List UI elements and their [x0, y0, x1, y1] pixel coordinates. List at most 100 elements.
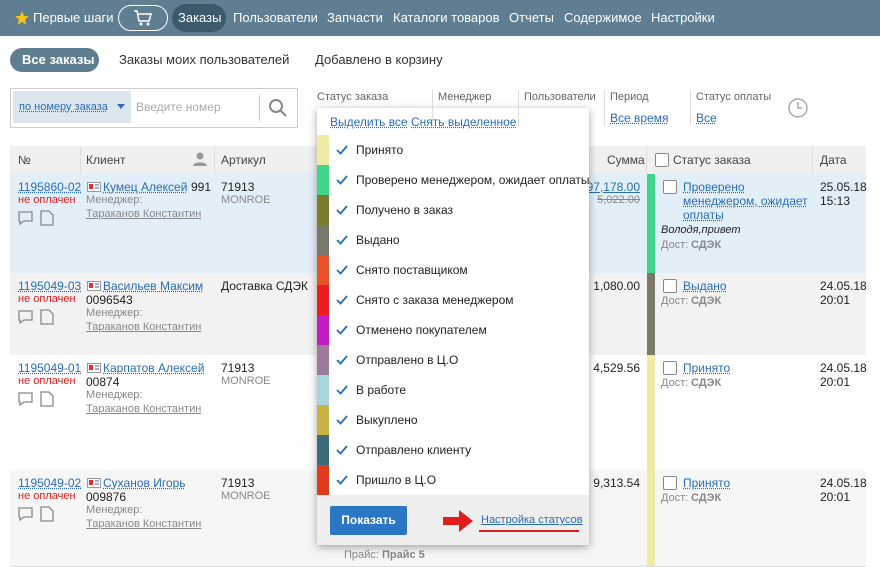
document-icon [40, 210, 54, 226]
nav-item[interactable]: Содержимое [564, 10, 642, 25]
status-option[interactable]: Отправлено клиенту [317, 435, 589, 465]
filter-value[interactable]: Все [696, 111, 717, 125]
search-input[interactable]: Введите номер [136, 100, 221, 114]
search-mode[interactable]: по номеру заказа [13, 91, 131, 123]
order-number[interactable]: 1195049-03 [18, 279, 82, 293]
status-name: Проверено менеджером, ожидает оплаты [356, 173, 590, 187]
column-header: Статус заказа [673, 153, 751, 167]
client-name[interactable]: Кумец Алексей [103, 180, 188, 194]
nav-item[interactable]: Первые шаги [33, 10, 114, 25]
manager-name[interactable]: Тараканов Константин [86, 321, 202, 333]
filter-value[interactable]: Все время [610, 111, 669, 125]
status-option[interactable]: Отменено покупателем [317, 315, 589, 345]
client-id: 991 [191, 180, 212, 194]
row-checkbox[interactable] [663, 279, 677, 293]
order-date: 24.05.18 [820, 279, 867, 293]
comment-icon [18, 210, 34, 226]
order-time: 20:01 [820, 490, 851, 504]
column-header: Артикул [221, 153, 266, 167]
check-icon [336, 354, 348, 366]
order-date: 24.05.18 [820, 361, 867, 375]
client-id: 009876 [86, 490, 127, 504]
sum: 497,178.00 [579, 180, 640, 194]
delivery-label: Дост: [661, 492, 689, 504]
select-all[interactable]: Выделить все [330, 115, 408, 129]
brand: MONROE [221, 490, 271, 502]
order-status[interactable]: Выдано [683, 279, 727, 293]
manager-name[interactable]: Тараканов Константин [86, 403, 202, 415]
search-box: по номеру заказа Введите номер [10, 88, 298, 128]
client-card-icon [87, 280, 101, 291]
active-tab-bg [10, 48, 99, 72]
delivery-label: Дост: [661, 377, 689, 389]
sum: 4,529.56 [593, 361, 640, 375]
status-option[interactable]: Выкуплено [317, 405, 589, 435]
status-settings-link[interactable]: Настройка статусов [481, 514, 583, 526]
nav-item[interactable]: Каталоги товаров [393, 10, 500, 25]
sum: 1,080.00 [593, 279, 640, 293]
status-bar [647, 470, 655, 566]
filter-label: Менеджер [438, 91, 492, 103]
order-status[interactable]: Принято [683, 476, 731, 490]
row-checkbox[interactable] [663, 476, 677, 490]
arrow-icon [443, 509, 475, 533]
order-status[interactable]: Проверено менеджером, ожидает оплаты [683, 180, 808, 222]
manager-label: Менеджер: [86, 307, 143, 319]
order-number[interactable]: 1195860-02 [18, 180, 82, 194]
status-swatch [317, 435, 329, 465]
status-swatch [317, 405, 329, 435]
nav-item[interactable]: Пользователи [233, 10, 318, 25]
manager-name[interactable]: Тараканов Константин [86, 518, 202, 530]
manager-name[interactable]: Тараканов Константин [86, 208, 202, 220]
nav-item[interactable]: Заказы [178, 10, 222, 25]
order-status[interactable]: Принято [683, 361, 731, 375]
document-icon [40, 506, 54, 522]
status-option[interactable]: Принято [317, 135, 589, 165]
tab[interactable]: Заказы моих пользователей [119, 52, 290, 67]
status-option[interactable]: Снято поставщиком [317, 255, 589, 285]
client-name[interactable]: Карпатов Алексей [103, 361, 205, 375]
row-checkbox[interactable] [663, 361, 677, 375]
search-icon[interactable] [268, 98, 288, 118]
tab[interactable]: Добавлено в корзину [315, 52, 443, 67]
status-swatch [317, 135, 329, 165]
cart-button[interactable] [118, 5, 168, 31]
order-number[interactable]: 1195049-02 [18, 476, 82, 490]
order-time: 20:01 [820, 293, 851, 307]
filter-label: Пользователи [524, 91, 596, 103]
clock-icon[interactable] [787, 97, 809, 119]
client-name[interactable]: Суханов Игорь [103, 476, 186, 490]
document-icon [40, 391, 54, 407]
nav-item[interactable]: Отчеты [509, 10, 554, 25]
check-icon [336, 384, 348, 396]
status-option[interactable]: Проверено менеджером, ожидает оплаты [317, 165, 590, 195]
client-name[interactable]: Васильев Максим [103, 279, 204, 293]
status-option[interactable]: Отправлено в Ц.О [317, 345, 589, 375]
header-checkbox[interactable] [655, 153, 669, 167]
manager-label: Менеджер: [86, 389, 143, 401]
status-swatch [317, 315, 329, 345]
nav-item[interactable]: Настройки [651, 10, 715, 25]
column-header: № [18, 153, 31, 167]
filter-divider [518, 90, 519, 126]
status-option[interactable]: Получено в заказ [317, 195, 589, 225]
status-bar [647, 174, 655, 273]
tab[interactable]: Все заказы [22, 52, 95, 67]
nav-item[interactable]: Запчасти [327, 10, 383, 25]
status-option[interactable]: Пришло в Ц.О [317, 465, 589, 495]
show-button[interactable]: Показать [330, 506, 407, 535]
status-name: Снято с заказа менеджером [356, 293, 514, 307]
status-option[interactable]: Выдано [317, 225, 589, 255]
payment-status: не оплачен [18, 194, 76, 206]
payment-status: не оплачен [18, 293, 76, 305]
status-option[interactable]: Снято с заказа менеджером [317, 285, 589, 315]
status-name: Принято [356, 143, 404, 157]
delivery-label: Дост: [661, 239, 689, 251]
filter-divider [604, 90, 605, 126]
comment-icon [18, 506, 34, 522]
order-number[interactable]: 1195049-01 [18, 361, 82, 375]
status-option[interactable]: В работе [317, 375, 589, 405]
filter-divider [690, 90, 691, 126]
row-checkbox[interactable] [663, 180, 677, 194]
clear-selection[interactable]: Снять выделенное [411, 115, 517, 129]
